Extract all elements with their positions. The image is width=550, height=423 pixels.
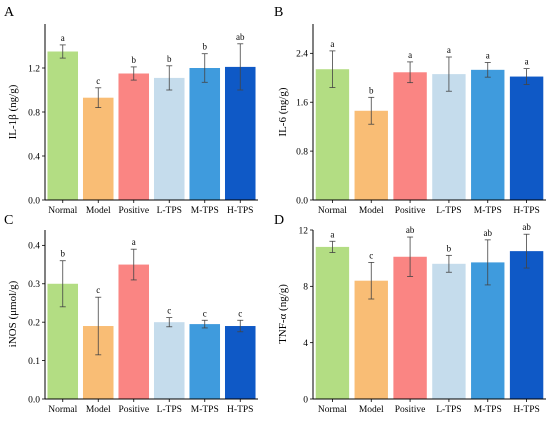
y-tick-label: 0.8 xyxy=(296,147,308,157)
y-tick-label: 0.0 xyxy=(296,196,308,206)
panel-letter: B xyxy=(274,5,283,20)
x-tick-label: Positive xyxy=(395,206,426,216)
x-tick-label: M-TPS xyxy=(474,206,502,216)
bar-positive xyxy=(393,72,427,200)
panel-letter: D xyxy=(274,213,284,228)
y-tick-label: 0 xyxy=(303,395,308,405)
significance-letter: a xyxy=(61,33,65,43)
significance-letter: c xyxy=(96,285,100,295)
y-tick-label: 8 xyxy=(303,283,308,293)
significance-letter: ab xyxy=(406,225,415,235)
significance-letter: b xyxy=(369,85,374,95)
significance-letter: c xyxy=(369,250,373,260)
x-tick-label: H-TPS xyxy=(513,405,539,415)
x-tick-label: M-TPS xyxy=(191,405,219,415)
bar-l-tps xyxy=(432,74,466,200)
bar-model xyxy=(82,97,114,200)
significance-letter: a xyxy=(486,51,490,61)
significance-letter: a xyxy=(408,50,412,60)
y-tick-label: 0.0 xyxy=(28,395,40,405)
y-tick-label: 0.4 xyxy=(28,152,40,162)
y-tick-label: 4 xyxy=(303,339,308,349)
bar-h-tps xyxy=(224,326,256,399)
x-tick-label: Model xyxy=(86,206,111,216)
bar-h-tps xyxy=(509,251,544,400)
panel-b: B IL-6 (ng/g) a Normal b Model a Positive a L-TPS… xyxy=(274,5,546,216)
y-tick-label: 0.4 xyxy=(28,242,40,252)
y-tick-label: 0.2 xyxy=(28,318,40,328)
x-tick-label: Positive xyxy=(118,206,149,216)
significance-letter: c xyxy=(203,308,207,318)
y-axis-label: iNOS (μmol/g) xyxy=(7,280,19,347)
y-tick-label: 1.6 xyxy=(296,99,308,109)
y-axis-label: TNF-α (ng/g) xyxy=(277,284,289,344)
x-tick-label: L-TPS xyxy=(436,206,461,216)
x-tick-label: Normal xyxy=(48,206,77,216)
x-tick-label: Normal xyxy=(318,405,347,415)
y-tick-label: 12 xyxy=(299,226,309,236)
bar-m-tps xyxy=(189,68,221,200)
significance-letter: a xyxy=(330,229,334,239)
bar-m-tps xyxy=(189,324,221,399)
bar-normal xyxy=(315,69,350,200)
bar-l-tps xyxy=(153,77,185,200)
y-tick-label: 1.2 xyxy=(28,64,40,74)
x-tick-label: Positive xyxy=(395,405,426,415)
y-tick-label: 2.4 xyxy=(296,50,308,60)
significance-letter: a xyxy=(330,39,334,49)
x-tick-label: M-TPS xyxy=(191,206,219,216)
x-tick-label: Model xyxy=(359,405,384,415)
significance-letter: c xyxy=(96,76,100,86)
panel-d: D TNF-α (ng/g) a Normal c Model ab Positive b L-T… xyxy=(274,213,546,415)
x-tick-label: L-TPS xyxy=(157,405,182,415)
x-tick-label: Normal xyxy=(318,206,347,216)
x-tick-label: H-TPS xyxy=(227,405,253,415)
y-axis-label: IL-6 (ng/g) xyxy=(277,87,289,137)
y-tick-label: 0.1 xyxy=(28,357,40,367)
bar-positive xyxy=(393,256,427,399)
y-axis-label: IL-1β (ng/g) xyxy=(7,84,19,139)
y-tick-label: 0.8 xyxy=(28,108,40,118)
significance-letter: a xyxy=(447,45,451,55)
bar-normal xyxy=(47,51,79,200)
significance-letter: ab xyxy=(522,222,531,232)
x-tick-label: L-TPS xyxy=(157,206,182,216)
panel-a: A IL-1β (ng/g) a Normal c Model b Positive b L-TP… xyxy=(4,5,258,216)
bar-model xyxy=(354,280,388,399)
panel-letter: A xyxy=(4,5,15,20)
bar-m-tps xyxy=(471,69,505,200)
significance-letter: b xyxy=(447,243,452,253)
x-tick-label: Model xyxy=(359,206,384,216)
x-tick-label: M-TPS xyxy=(474,405,502,415)
x-tick-label: Model xyxy=(86,405,111,415)
y-tick-label: 0.3 xyxy=(28,280,40,290)
bar-model xyxy=(354,110,388,200)
bar-normal xyxy=(315,246,350,399)
significance-letter: b xyxy=(132,55,137,65)
significance-letter: b xyxy=(203,42,208,52)
panel-letter: C xyxy=(4,213,13,228)
x-tick-label: Normal xyxy=(48,405,77,415)
x-tick-label: H-TPS xyxy=(227,206,253,216)
significance-letter: c xyxy=(238,308,242,318)
significance-letter: c xyxy=(167,306,171,316)
x-tick-label: L-TPS xyxy=(436,405,461,415)
significance-letter: b xyxy=(61,249,66,259)
significance-letter: b xyxy=(167,54,172,64)
significance-letter: a xyxy=(525,57,529,67)
bar-positive xyxy=(118,73,150,200)
y-tick-label: 0.0 xyxy=(28,196,40,206)
x-tick-label: H-TPS xyxy=(513,206,539,216)
bar-h-tps xyxy=(509,76,544,200)
bar-l-tps xyxy=(432,263,466,399)
significance-letter: ab xyxy=(484,228,493,238)
x-tick-label: Positive xyxy=(118,405,149,415)
significance-letter: ab xyxy=(236,32,245,42)
significance-letter: a xyxy=(132,237,136,247)
bar-positive xyxy=(118,264,150,399)
bar-l-tps xyxy=(153,322,185,399)
